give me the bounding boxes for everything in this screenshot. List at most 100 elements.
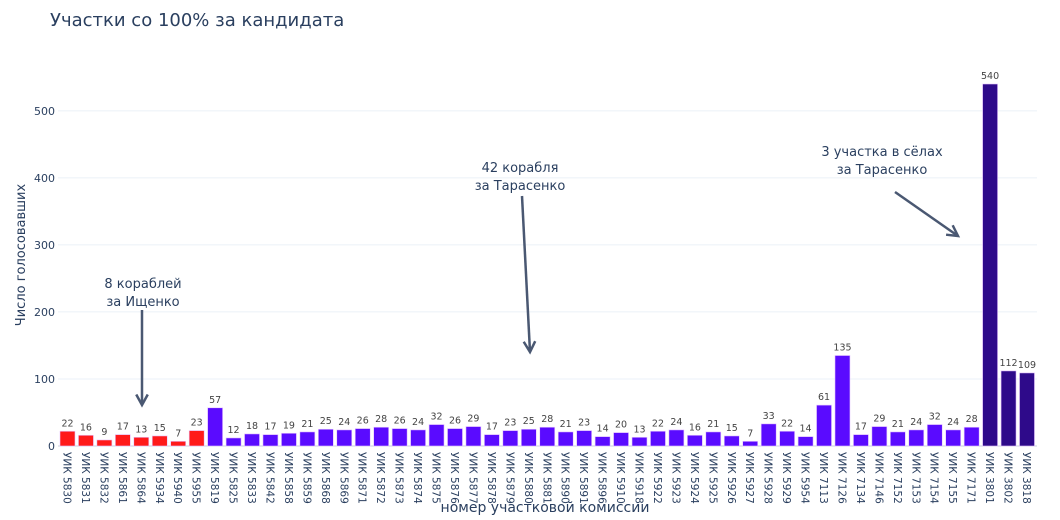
- x-tick-label: УИК 5877: [466, 452, 478, 504]
- x-tick-label: УИК 5929: [780, 452, 792, 504]
- x-tick-label: УИК 5876: [448, 452, 460, 504]
- x-tick-label: УИК 5869: [337, 452, 349, 504]
- bar[interactable]: [410, 429, 426, 447]
- bar[interactable]: [963, 426, 980, 447]
- data-label: 18: [246, 421, 258, 432]
- y-tick-label: 0: [48, 440, 55, 453]
- data-label: 29: [467, 414, 479, 425]
- data-label: 23: [504, 418, 516, 429]
- data-label: 17: [117, 422, 129, 433]
- data-label: 26: [394, 416, 406, 427]
- bar[interactable]: [576, 430, 592, 447]
- bar[interactable]: [465, 426, 482, 447]
- bar[interactable]: [244, 433, 260, 447]
- bar[interactable]: [668, 429, 685, 447]
- bar[interactable]: [373, 426, 389, 447]
- bar[interactable]: [705, 431, 722, 447]
- x-tick-label: УИК 5832: [97, 452, 109, 504]
- bar[interactable]: [225, 437, 242, 447]
- bar[interactable]: [871, 426, 888, 447]
- x-tick-label: УИК 5924: [688, 452, 700, 504]
- data-label: 24: [910, 417, 922, 428]
- bar[interactable]: [354, 428, 371, 447]
- data-label: 21: [560, 419, 572, 430]
- data-label: 28: [541, 414, 553, 425]
- data-label: 23: [578, 418, 590, 429]
- x-tick-label: УИК 5918: [633, 452, 645, 504]
- bar[interactable]: [336, 429, 353, 447]
- bar[interactable]: [779, 430, 795, 447]
- bar[interactable]: [428, 424, 445, 447]
- data-label: 17: [264, 422, 276, 433]
- bar[interactable]: [170, 441, 187, 447]
- bar[interactable]: [797, 436, 814, 447]
- bar[interactable]: [262, 434, 279, 447]
- data-label: 15: [726, 423, 738, 434]
- bar[interactable]: [594, 436, 611, 447]
- data-label: 112: [999, 358, 1017, 369]
- bar[interactable]: [281, 432, 297, 447]
- x-tick-label: УИК 5926: [725, 452, 737, 504]
- bar[interactable]: [613, 432, 629, 447]
- bar[interactable]: [982, 83, 998, 447]
- data-label: 26: [357, 416, 369, 427]
- bar[interactable]: [816, 404, 832, 447]
- x-axis-title: номер участковой комиссии: [441, 500, 650, 516]
- y-tick-label: 300: [34, 239, 55, 252]
- bar[interactable]: [59, 430, 76, 447]
- bar[interactable]: [557, 431, 574, 447]
- bar[interactable]: [926, 424, 943, 447]
- data-label: 26: [449, 416, 461, 427]
- bar[interactable]: [318, 428, 334, 447]
- bar[interactable]: [447, 428, 463, 447]
- bar[interactable]: [299, 431, 316, 447]
- bar[interactable]: [1019, 372, 1035, 447]
- bar[interactable]: [760, 423, 777, 447]
- y-tick-label: 400: [34, 172, 55, 185]
- x-tick-label: УИК 5925: [706, 452, 718, 504]
- annotation-text: 3 участка в сёлах: [821, 145, 943, 160]
- bar[interactable]: [115, 434, 131, 447]
- bar[interactable]: [908, 429, 925, 447]
- bar[interactable]: [834, 355, 851, 447]
- bar[interactable]: [631, 436, 648, 447]
- data-label: 135: [833, 343, 851, 354]
- bar[interactable]: [207, 407, 223, 447]
- bar[interactable]: [484, 434, 500, 447]
- data-label: 25: [523, 416, 535, 427]
- bar[interactable]: [1000, 370, 1017, 447]
- bar[interactable]: [188, 430, 205, 447]
- x-tick-label: УИК 5874: [411, 452, 423, 504]
- x-tick-label: УИК 7134: [854, 452, 866, 504]
- data-label: 24: [670, 417, 682, 428]
- data-label: 9: [101, 427, 107, 438]
- x-tick-label: УИК 7153: [909, 452, 921, 504]
- bar[interactable]: [742, 441, 759, 447]
- x-tick-label: УИК 5891: [577, 452, 589, 504]
- data-label: 14: [800, 424, 812, 435]
- data-label: 57: [209, 395, 221, 406]
- bar[interactable]: [853, 434, 869, 447]
- data-label: 17: [855, 422, 867, 433]
- bar[interactable]: [539, 426, 556, 447]
- x-tick-label: УИК 7152: [891, 452, 903, 504]
- bar[interactable]: [391, 428, 408, 447]
- data-label: 24: [338, 417, 350, 428]
- data-label: 25: [320, 416, 332, 427]
- bar[interactable]: [78, 434, 94, 447]
- bar[interactable]: [723, 435, 740, 447]
- bar[interactable]: [502, 430, 519, 447]
- annotation-text: за Тарасенко: [837, 163, 928, 178]
- annotation-text: за Тарасенко: [475, 179, 566, 194]
- bar[interactable]: [945, 429, 961, 447]
- data-label: 33: [763, 411, 775, 422]
- bar[interactable]: [650, 430, 666, 447]
- bar[interactable]: [687, 434, 703, 447]
- bar[interactable]: [151, 435, 168, 447]
- bar[interactable]: [96, 439, 113, 447]
- arrowhead-icon: [945, 224, 961, 238]
- bar[interactable]: [890, 431, 906, 447]
- bar[interactable]: [133, 436, 150, 447]
- bar[interactable]: [520, 428, 537, 447]
- x-tick-label: УИК 5875: [430, 452, 442, 504]
